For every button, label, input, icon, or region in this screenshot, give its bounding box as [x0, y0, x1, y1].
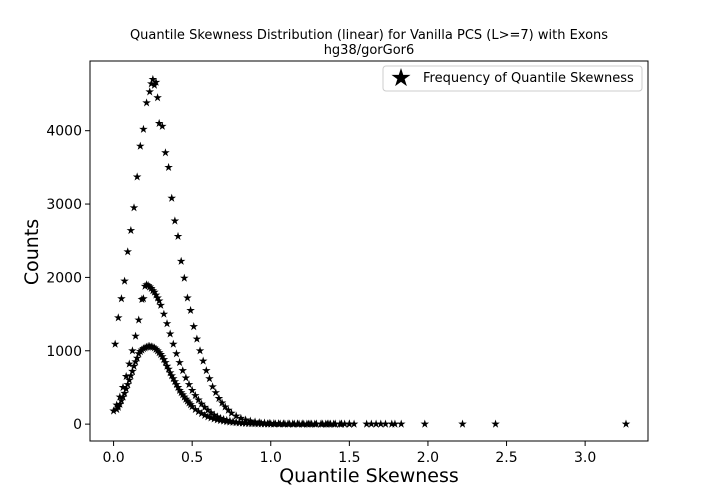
data-point [186, 305, 195, 315]
data-point [396, 419, 406, 428]
data-point [142, 98, 151, 107]
axes-frame [89, 60, 649, 442]
x-tick-label: 1.0 [260, 450, 282, 466]
data-point [145, 87, 155, 96]
data-point [129, 203, 139, 212]
data-point [180, 273, 189, 282]
data-point [172, 349, 181, 358]
data-point [117, 294, 126, 303]
chart-title: Quantile Skewness Distribution (linear) … [130, 28, 608, 43]
data-point [176, 256, 186, 265]
data-point [110, 339, 120, 348]
data-point [170, 216, 180, 225]
x-tick-label: 0.0 [102, 450, 124, 466]
data-point [198, 356, 208, 365]
data-point [114, 313, 123, 322]
data-point [420, 419, 430, 428]
data-point [159, 309, 169, 318]
x-tick-label: 2.0 [417, 450, 439, 466]
chart-subtitle: hg38/gorGor6 [324, 43, 415, 58]
data-point [178, 366, 188, 375]
x-tick-label: 0.5 [181, 450, 203, 466]
x-tick-label: 3.0 [574, 450, 596, 466]
data-point [169, 339, 178, 348]
data-point [126, 225, 136, 235]
data-point [123, 247, 133, 256]
data-point [458, 419, 467, 428]
plot-area [109, 74, 631, 428]
data-point [491, 419, 500, 428]
data-point [621, 419, 631, 428]
data-point [131, 331, 140, 340]
data-point [181, 373, 191, 382]
x-axis-label: Quantile Skewness [279, 465, 459, 487]
y-tick-label: 4000 [46, 124, 82, 140]
data-point [161, 148, 170, 157]
data-point [192, 334, 202, 343]
data-point [120, 276, 129, 285]
y-axis: 0 1000 2000 3000 4000 [46, 124, 90, 433]
data-point [175, 358, 184, 367]
y-tick-label: 1000 [46, 344, 82, 360]
x-tick-label: 2.5 [495, 450, 517, 466]
legend: Frequency of Quantile Skewness [382, 65, 643, 92]
data-point [162, 319, 172, 328]
y-tick-label: 2000 [46, 270, 82, 286]
data-point [128, 346, 137, 355]
data-point [134, 315, 144, 324]
data-point [189, 322, 199, 331]
data-point [202, 366, 211, 375]
data-point [153, 93, 162, 102]
x-axis: 0.0 0.5 1.0 1.5 2.0 2.5 3.0 [102, 441, 596, 466]
data-point [167, 193, 177, 202]
data-point [205, 374, 214, 383]
data-point [132, 172, 142, 181]
y-tick-label: 0 [73, 417, 82, 433]
data-point [136, 141, 145, 150]
data-point [183, 293, 192, 302]
data-point [165, 329, 175, 338]
data-point [195, 346, 205, 355]
data-point [173, 231, 183, 240]
legend-label: Frequency of Quantile Skewness [423, 71, 634, 86]
data-point [139, 124, 148, 133]
legend-box [382, 65, 643, 92]
y-axis-label: Counts [21, 219, 43, 285]
x-tick-label: 1.5 [338, 450, 360, 466]
data-point [164, 162, 173, 172]
y-tick-label: 3000 [46, 197, 82, 213]
